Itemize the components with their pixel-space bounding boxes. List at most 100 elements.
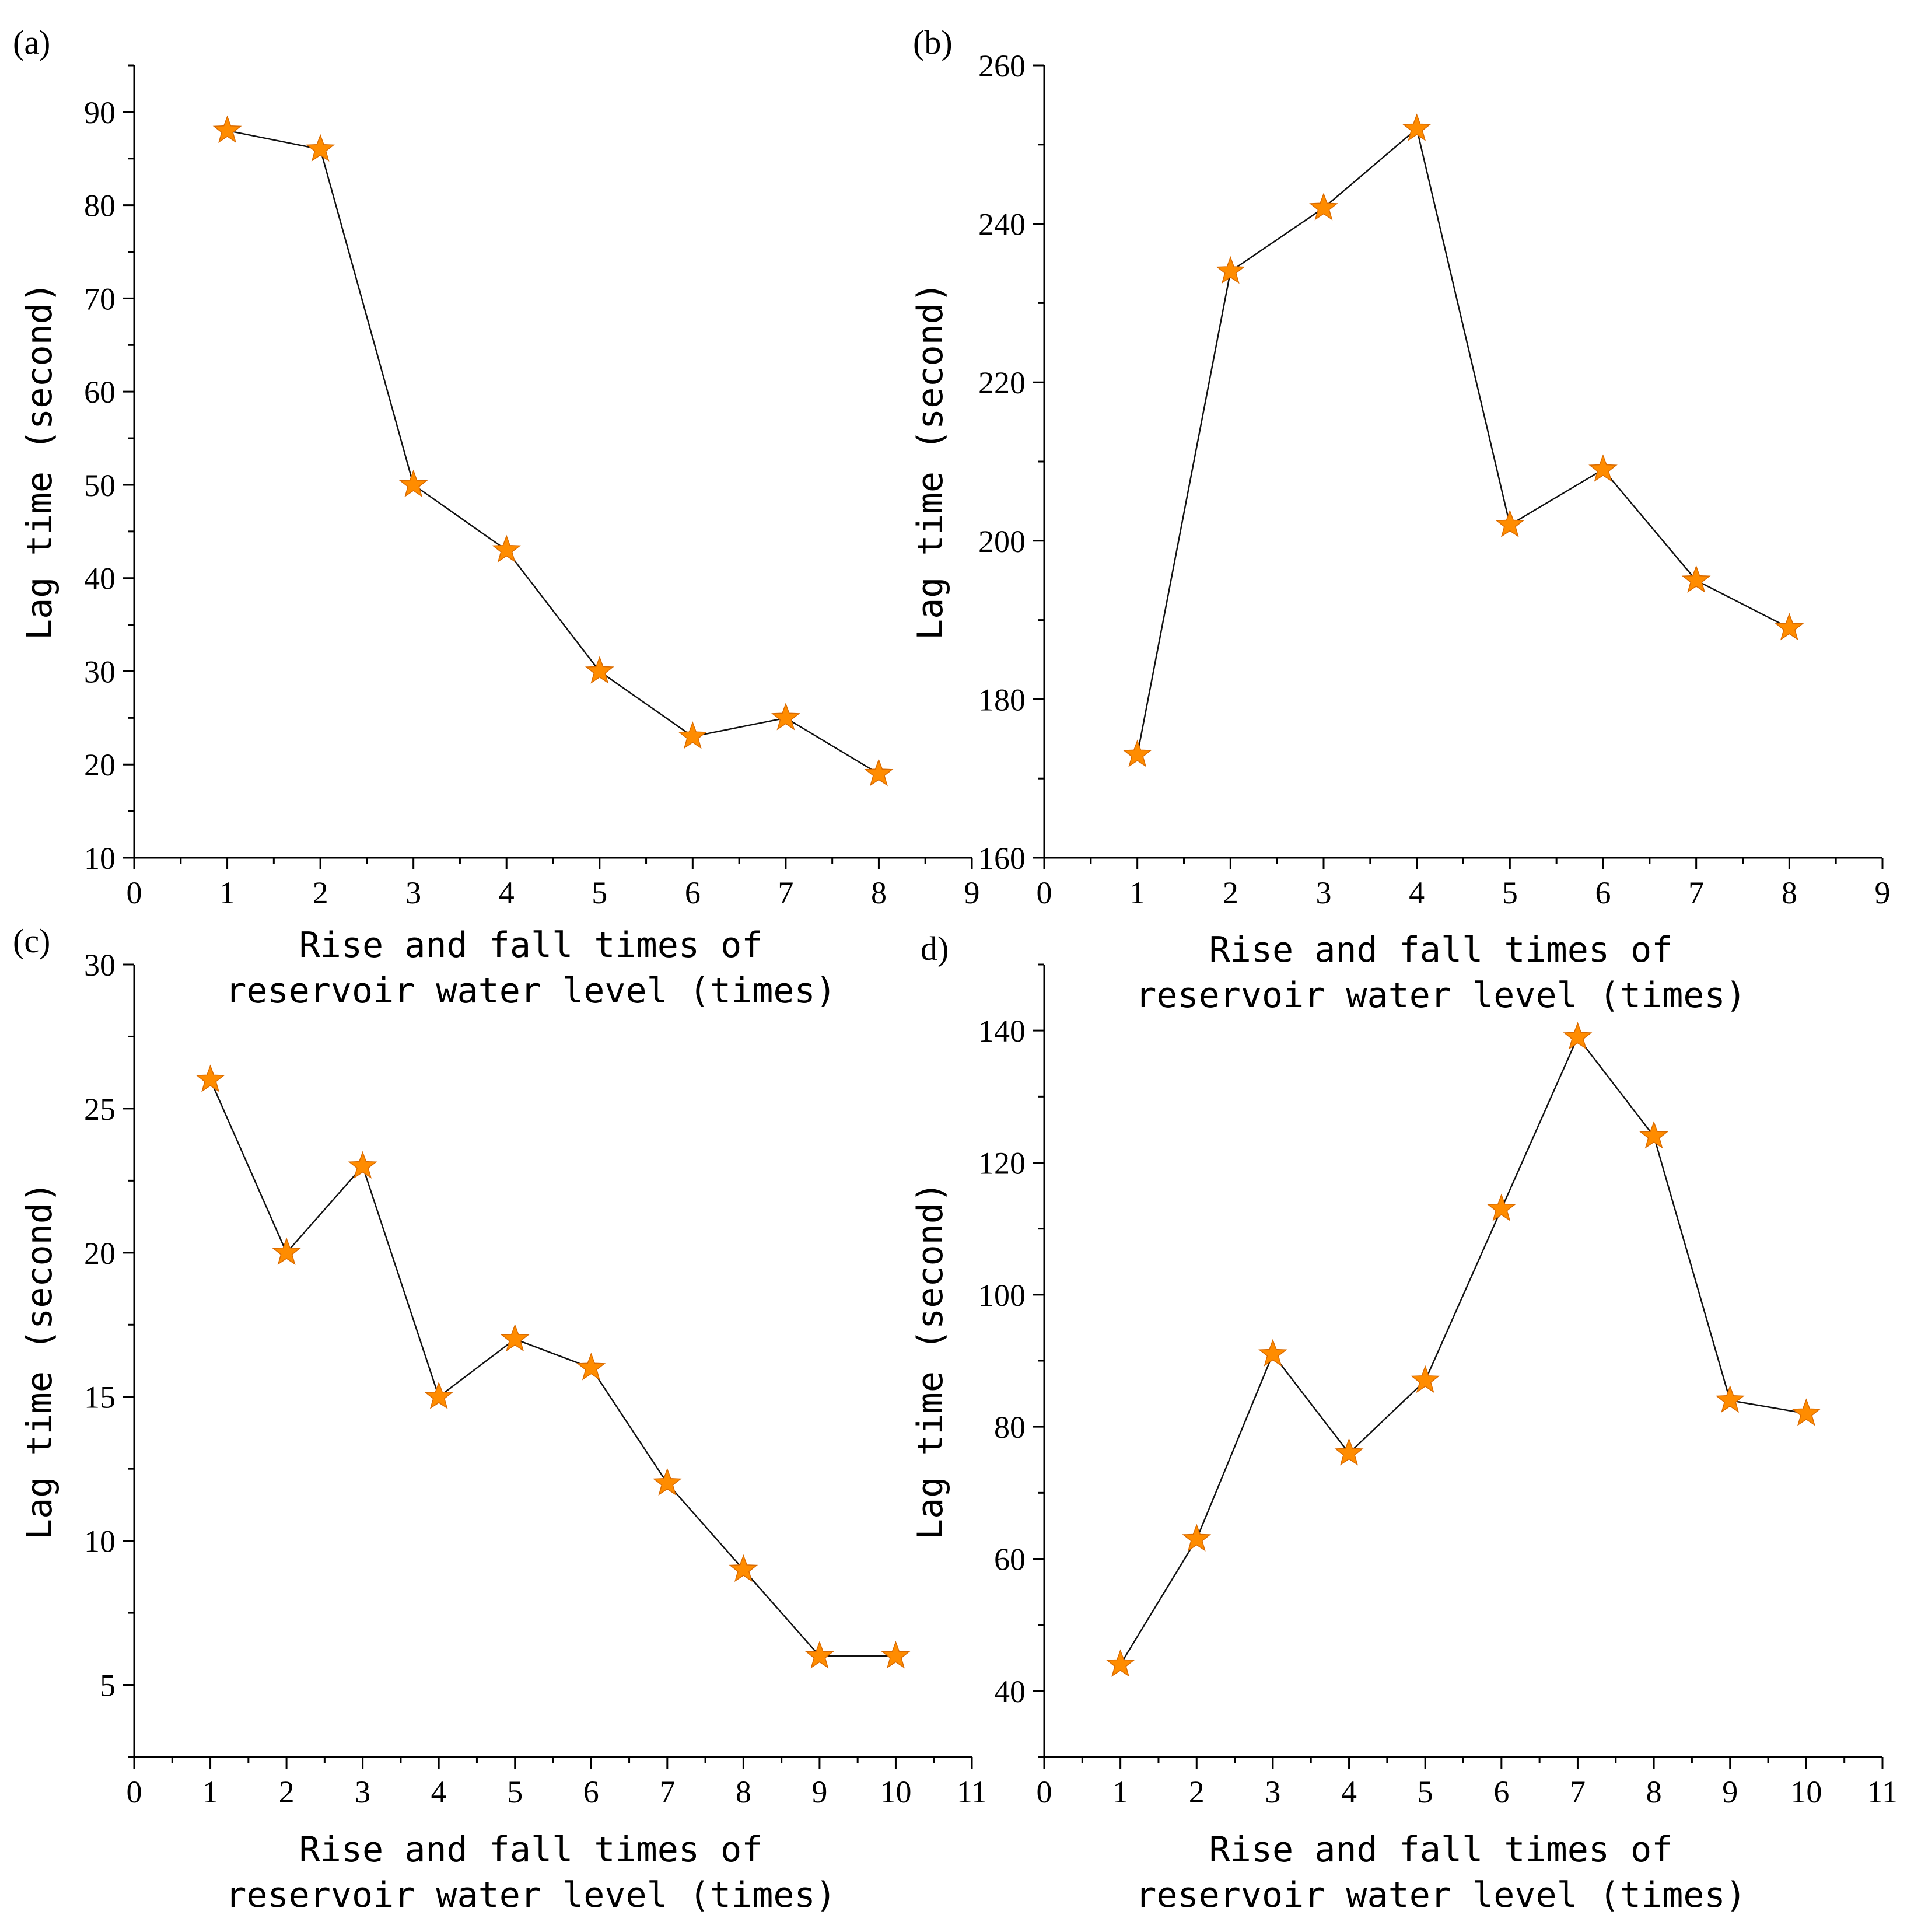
- x-tick-label: 5: [1502, 875, 1518, 910]
- data-point-star-icon: [1105, 1649, 1135, 1677]
- x-tick-label: 7: [659, 1774, 675, 1809]
- data-point-star-icon: [306, 134, 335, 162]
- data-point-star-icon: [1775, 613, 1804, 641]
- y-tick-label: 80: [994, 1410, 1026, 1445]
- x-tick-label: 9: [1875, 875, 1891, 910]
- x-axis-title-line2: reservoir water level (times): [1135, 975, 1747, 1016]
- x-tick-label: 2: [279, 1774, 295, 1809]
- x-tick-label: 7: [1688, 875, 1704, 910]
- data-point-star-icon: [500, 1323, 530, 1352]
- x-tick-label: 10: [1790, 1774, 1822, 1809]
- x-tick-label: 2: [313, 875, 328, 910]
- data-point-star-icon: [678, 721, 708, 749]
- x-axis-title-line1: Rise and fall times of: [299, 925, 763, 966]
- x-axis-title-line1: Rise and fall times of: [299, 1829, 763, 1870]
- data-point-star-icon: [1402, 113, 1432, 141]
- data-point-star-icon: [424, 1381, 454, 1409]
- data-point-star-icon: [1486, 1193, 1516, 1221]
- x-tick-label: 2: [1223, 875, 1238, 910]
- data-point-star-icon: [729, 1554, 758, 1582]
- x-tick-label: 6: [685, 875, 701, 910]
- y-tick-label: 90: [84, 95, 116, 130]
- x-tick-label: 4: [431, 1774, 447, 1809]
- y-tick-label: 140: [978, 1014, 1026, 1049]
- y-tick-label: 40: [994, 1674, 1026, 1709]
- data-point-star-icon: [1182, 1524, 1212, 1552]
- data-point-star-icon: [1334, 1438, 1364, 1466]
- data-point-star-icon: [1681, 565, 1711, 593]
- x-tick-label: 8: [736, 1774, 751, 1809]
- panel-c: (c) 0 1 2 3 4 5 6 7 8 9 10 11 5 10 15 20 25 30 Rise and fal…: [13, 922, 987, 1916]
- x-tick-label: 1: [1129, 875, 1145, 910]
- data-point-star-icon: [1309, 193, 1338, 221]
- y-tick-label: 100: [978, 1278, 1026, 1313]
- x-axis-title-line2: reservoir water level (times): [225, 970, 837, 1011]
- y-tick-label: 50: [84, 468, 116, 503]
- x-tick-label: 0: [1037, 1774, 1052, 1809]
- y-axis-title: Lag time (second): [910, 282, 951, 640]
- series-line: [227, 130, 880, 775]
- panel-label: (a): [13, 23, 50, 61]
- x-tick-label: 1: [1112, 1774, 1128, 1809]
- data-point-star-icon: [1216, 256, 1245, 284]
- x-tick-label: 6: [1493, 1774, 1509, 1809]
- x-tick-label: 5: [507, 1774, 523, 1809]
- data-point-star-icon: [1639, 1121, 1668, 1149]
- data-point-star-icon: [398, 469, 428, 498]
- y-tick-label: 30: [84, 948, 116, 983]
- x-tick-label: 9: [1722, 1774, 1738, 1809]
- data-point-star-icon: [1791, 1398, 1821, 1426]
- x-tick-label: 0: [1037, 875, 1052, 910]
- x-axis-title-line1: Rise and fall times of: [1209, 930, 1673, 970]
- x-tick-label: 10: [880, 1774, 911, 1809]
- data-point-star-icon: [272, 1237, 301, 1265]
- y-tick-label: 10: [84, 1524, 116, 1559]
- x-tick-label: 9: [964, 875, 980, 910]
- x-tick-label: 2: [1189, 1774, 1205, 1809]
- y-tick-label: 260: [978, 48, 1026, 83]
- y-tick-label: 220: [978, 365, 1026, 400]
- panel-d: d) 0 1 2 3 4 5 6 7 8 9 10 11 40 60 80 100 120 140 Rise and …: [910, 930, 1898, 1916]
- panel-label: (b): [913, 23, 953, 61]
- y-tick-label: 25: [84, 1092, 116, 1127]
- y-tick-label: 40: [84, 561, 116, 596]
- x-tick-label: 3: [405, 875, 421, 910]
- y-axis-title: Lag time (second): [910, 1182, 951, 1540]
- x-tick-label: 4: [499, 875, 515, 910]
- panel-label: d): [921, 930, 949, 967]
- data-point-star-icon: [1411, 1365, 1440, 1393]
- data-point-star-icon: [864, 759, 894, 787]
- y-tick-label: 240: [978, 207, 1026, 242]
- data-point-star-icon: [195, 1064, 225, 1092]
- x-tick-label: 3: [355, 1774, 370, 1809]
- y-tick-label: 30: [84, 654, 116, 689]
- y-axis-title: Lag time (second): [19, 282, 60, 640]
- y-tick-label: 20: [84, 1236, 116, 1271]
- data-point-star-icon: [1563, 1022, 1593, 1050]
- y-tick-label: 80: [84, 188, 116, 223]
- y-tick-label: 60: [84, 375, 116, 410]
- x-axis-title-line1: Rise and fall times of: [1209, 1829, 1673, 1870]
- y-tick-label: 180: [978, 682, 1026, 717]
- x-tick-label: 3: [1265, 1774, 1280, 1809]
- x-axis-title-line2: reservoir water level (times): [225, 1875, 837, 1916]
- x-tick-label: 4: [1341, 1774, 1357, 1809]
- data-point-star-icon: [805, 1641, 834, 1669]
- y-tick-label: 15: [84, 1380, 116, 1415]
- x-tick-label: 0: [127, 875, 142, 910]
- data-point-star-icon: [1495, 509, 1525, 537]
- x-tick-label: 5: [1418, 1774, 1433, 1809]
- x-tick-label: 0: [127, 1774, 142, 1809]
- y-axis-title: Lag time (second): [19, 1182, 60, 1540]
- x-tick-label: 6: [1595, 875, 1611, 910]
- panel-label: (c): [13, 922, 50, 960]
- data-point-star-icon: [881, 1641, 911, 1669]
- series-line: [1136, 127, 1790, 755]
- y-tick-label: 60: [994, 1542, 1026, 1577]
- x-tick-label: 11: [957, 1774, 987, 1809]
- data-point-star-icon: [348, 1151, 377, 1179]
- x-axis-title-line2: reservoir water level (times): [1135, 1875, 1747, 1916]
- data-point-star-icon: [492, 534, 522, 563]
- x-tick-label: 8: [871, 875, 887, 910]
